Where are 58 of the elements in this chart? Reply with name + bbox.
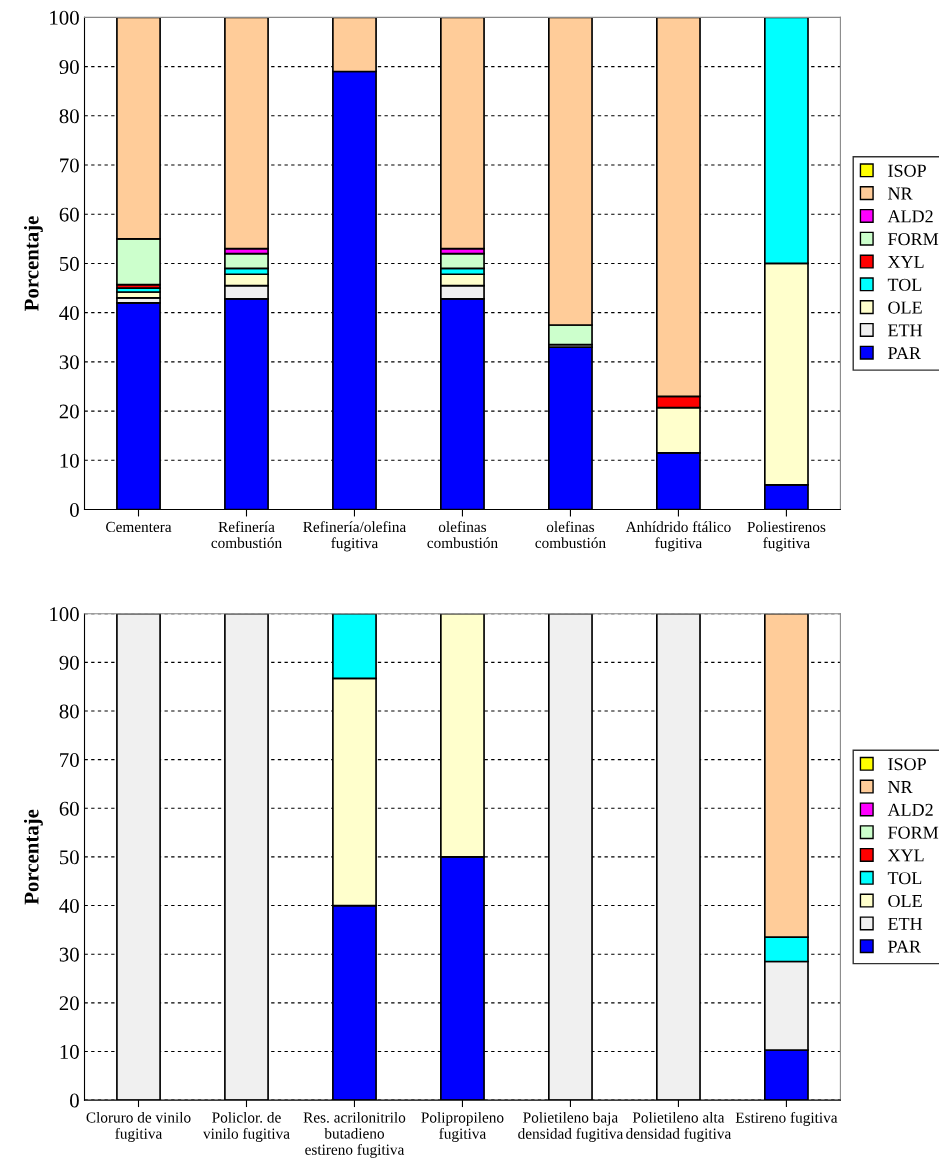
legend-label: OLE xyxy=(888,894,922,908)
x-tick-label: Res. acrilonitrilo butadieno estireno fugitiva xyxy=(303,1111,406,1158)
y-tick-label: 60 xyxy=(59,801,79,816)
x-tick-label: Cementera xyxy=(106,521,172,533)
legend-label: ALD2 xyxy=(887,803,933,816)
x-tick-label: Estireno fugitiva xyxy=(735,1111,838,1126)
y-tick-label: 10 xyxy=(60,453,79,468)
y-tick-label: 80 xyxy=(59,704,79,719)
legend-label: PAR xyxy=(888,347,921,360)
x-tick-label: Refinería/olefina fugitiva xyxy=(303,521,407,552)
y-axis-title: Porcentaje xyxy=(23,216,43,311)
y-tick-label: 20 xyxy=(59,996,79,1011)
y-tick-label: 70 xyxy=(60,753,79,768)
y-tick-label: 80 xyxy=(59,109,79,124)
y-tick-label: 0 xyxy=(70,502,79,517)
legend-label: XYL xyxy=(887,849,924,862)
y-tick-label: 100 xyxy=(50,10,79,25)
y-tick-label: 30 xyxy=(59,355,79,370)
bar xyxy=(440,17,485,250)
x-tick-label: Anhídrido ftálico fugitiva xyxy=(625,521,731,552)
legend-label: ALD2 xyxy=(887,210,933,223)
legend-label: FORM xyxy=(888,233,939,246)
y-tick-label: 100 xyxy=(50,607,79,622)
legend-label: ETH xyxy=(888,324,923,337)
legend-label: ETH xyxy=(888,917,923,930)
bar xyxy=(224,17,269,250)
legend-label: TOL xyxy=(887,872,922,885)
x-tick-label: Policlor. de vinilo fugitiva xyxy=(202,1111,290,1142)
legend-label: NR xyxy=(888,781,913,793)
legend-label: ISOP xyxy=(888,164,926,177)
x-tick-label: Polietileno baja densidad fugitiva xyxy=(518,1111,624,1142)
legend-label: OLE xyxy=(888,301,922,314)
y-tick-label: 50 xyxy=(60,256,79,271)
legend-label: ISOP xyxy=(888,758,926,771)
y-tick-label: 20 xyxy=(59,404,79,419)
legend-label: TOL xyxy=(887,278,922,291)
x-tick-label: olefinas combustión xyxy=(427,521,498,549)
x-tick-label: Cloruro de vinilo fugitiva xyxy=(86,1111,191,1142)
y-tick-label: 50 xyxy=(60,850,79,865)
legend-label: NR xyxy=(888,187,913,200)
x-tick-label: Polipropileno fugitiva xyxy=(421,1111,504,1142)
legend-label: XYL xyxy=(887,256,924,268)
y-tick-label: 90 xyxy=(59,655,79,670)
y-tick-label: 60 xyxy=(59,207,79,222)
y-tick-label: 40 xyxy=(59,306,79,321)
legend-label: FORM xyxy=(888,826,939,839)
y-tick-label: 30 xyxy=(59,947,79,962)
y-tick-label: 70 xyxy=(60,158,79,173)
y-tick-label: 0 xyxy=(70,1093,79,1108)
x-tick-label: Poliestirenos fugitiva xyxy=(747,521,826,552)
y-tick-label: 10 xyxy=(60,1044,79,1059)
y-tick-label: 90 xyxy=(59,59,79,75)
x-tick-label: Refinería combustión xyxy=(211,521,282,549)
y-tick-label: 40 xyxy=(59,898,79,913)
x-tick-label: olefinas combustión xyxy=(535,521,606,549)
legend-label: PAR xyxy=(888,940,921,953)
y-axis-title: Porcentaje xyxy=(23,809,43,905)
x-tick-label: Polietileno alta densidad fugitiva xyxy=(626,1111,732,1142)
